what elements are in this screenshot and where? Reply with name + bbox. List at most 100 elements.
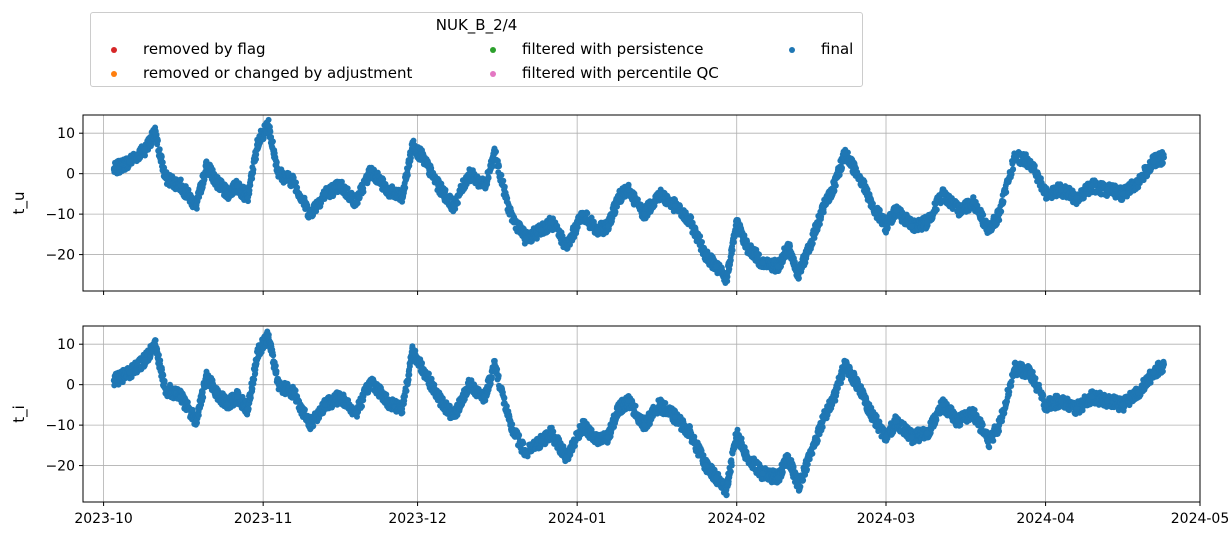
- data-point: [161, 377, 168, 384]
- data-point: [404, 172, 411, 179]
- data-point: [729, 247, 736, 254]
- data-point: [876, 207, 883, 214]
- data-point: [1010, 166, 1017, 173]
- data-point: [435, 182, 442, 189]
- data-point: [507, 211, 514, 218]
- data-point: [625, 186, 632, 193]
- data-point: [702, 251, 709, 258]
- data-point: [809, 240, 816, 247]
- data-point: [409, 142, 416, 149]
- data-point: [249, 175, 256, 182]
- data-point: [520, 440, 527, 447]
- data-point: [1161, 154, 1167, 161]
- data-point: [522, 235, 529, 242]
- data-point: [154, 137, 161, 144]
- data-point: [265, 116, 272, 123]
- data-point: [955, 207, 962, 214]
- data-point: [594, 227, 601, 234]
- data-point: [368, 166, 375, 173]
- data-point: [730, 239, 737, 246]
- y-tick-label: 10: [57, 126, 75, 142]
- data-point: [632, 402, 639, 409]
- data-point: [785, 243, 792, 250]
- data-point: [662, 400, 669, 406]
- data-point: [818, 213, 825, 220]
- data-point: [481, 182, 488, 189]
- data-point: [867, 199, 874, 205]
- data-point: [156, 146, 163, 153]
- data-point: [177, 176, 184, 183]
- data-point: [1159, 160, 1166, 166]
- data-point: [802, 259, 809, 266]
- data-point: [727, 257, 734, 264]
- data-point: [996, 217, 1003, 224]
- data-point: [160, 372, 167, 379]
- data-point: [246, 187, 253, 194]
- y-tick-label: 0: [66, 167, 75, 183]
- data-point: [1088, 182, 1095, 189]
- data-point: [612, 208, 619, 215]
- data-point: [159, 159, 166, 166]
- data-point: [548, 219, 555, 226]
- data-point: [820, 209, 827, 216]
- data-point: [454, 200, 461, 207]
- data-point: [503, 403, 510, 410]
- legend-label: filtered with persistence: [522, 40, 704, 58]
- data-point: [1150, 158, 1157, 165]
- data-point: [306, 211, 313, 218]
- legend-marker-icon: [490, 47, 496, 53]
- data-point: [158, 153, 165, 160]
- data-point: [402, 184, 409, 191]
- data-point: [697, 233, 704, 240]
- data-point: [625, 181, 632, 188]
- data-point: [893, 207, 900, 214]
- legend-label: filtered with percentile QC: [522, 64, 719, 82]
- data-point: [841, 150, 848, 157]
- y-tick-label: −20: [45, 248, 75, 264]
- data-point: [638, 201, 644, 208]
- data-point: [996, 211, 1003, 218]
- data-point: [193, 203, 200, 209]
- data-point: [337, 182, 344, 189]
- data-point: [656, 190, 663, 197]
- data-point: [269, 138, 276, 145]
- data-point: [980, 211, 987, 218]
- data-point: [224, 190, 231, 197]
- legend: NUK_B_2/4 removed by flag removed or cha…: [90, 12, 863, 87]
- data-point: [986, 227, 992, 234]
- data-point: [485, 175, 492, 181]
- data-point: [672, 203, 678, 209]
- series-final: [110, 328, 1167, 499]
- data-point: [291, 178, 297, 185]
- data-point: [699, 239, 705, 245]
- data-point: [1119, 190, 1126, 197]
- data-point: [195, 412, 202, 419]
- legend-label: removed by flag: [143, 40, 266, 58]
- data-point: [839, 164, 845, 171]
- data-point: [234, 182, 241, 189]
- data-point: [857, 174, 864, 181]
- data-point: [419, 154, 426, 161]
- data-point: [500, 177, 507, 184]
- data-point: [810, 231, 817, 238]
- data-point: [501, 183, 508, 190]
- data-point: [321, 190, 328, 197]
- data-point: [255, 138, 261, 145]
- data-point: [1042, 190, 1049, 197]
- data-point: [110, 166, 117, 173]
- data-point: [756, 251, 762, 258]
- data-point: [359, 403, 365, 410]
- data-point: [1073, 194, 1080, 201]
- data-point: [1135, 178, 1142, 185]
- legend-label: removed or changed by adjustment: [143, 64, 413, 82]
- legend-marker-icon: [789, 47, 795, 53]
- data-point: [344, 185, 351, 192]
- data-point: [723, 275, 730, 282]
- data-point: [265, 122, 272, 129]
- data-point: [213, 178, 220, 185]
- data-point: [1003, 189, 1010, 196]
- data-point: [563, 243, 570, 250]
- data-point: [152, 130, 159, 137]
- data-point: [498, 172, 505, 179]
